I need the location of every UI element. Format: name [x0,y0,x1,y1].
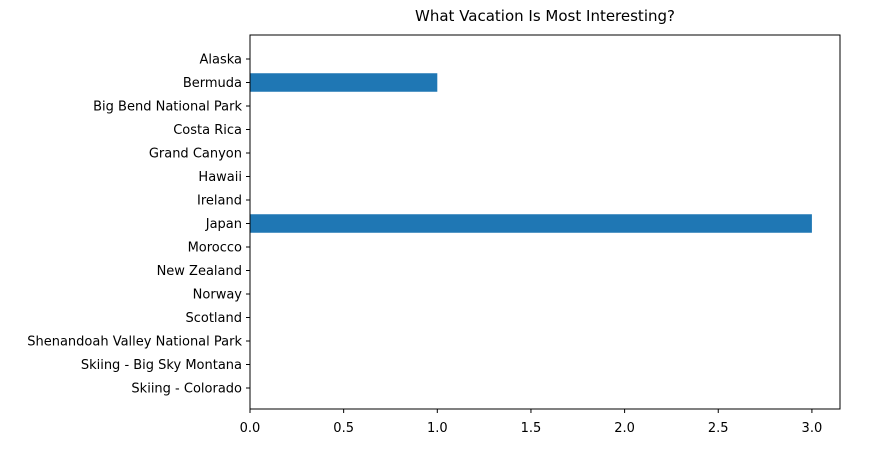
y-tick-label: Japan [205,217,242,232]
y-tick-label: Grand Canyon [149,147,242,162]
x-tick-label: 3.0 [802,421,823,436]
y-tick-label: Shenandoah Valley National Park [27,335,242,350]
bars-group [250,73,812,233]
y-tick-label: Ireland [197,194,242,209]
y-tick-label: Hawaii [198,170,242,185]
y-axis: Alaska Bermuda Big Bend National Park Costa… [27,53,250,397]
x-axis: 0.0 0.5 1.0 1.5 2.0 2.5 3.0 [240,409,823,436]
y-tick-label: Scotland [185,311,242,326]
y-tick-label: Morocco [188,241,242,256]
plot-frame [249,34,841,410]
y-tick-label: Alaska [199,53,242,68]
y-tick-label: Skiing - Big Sky Montana [81,358,242,373]
y-tick-label: New Zealand [157,264,242,279]
x-tick-label: 0.0 [240,421,261,436]
x-tick-label: 1.5 [521,421,542,436]
y-tick-label: Norway [193,288,243,303]
bar [250,214,812,233]
y-tick-label: Big Bend National Park [93,100,242,115]
x-tick-label: 2.5 [708,421,729,436]
chart-title: What Vacation Is Most Interesting? [415,7,675,25]
bar [250,73,438,92]
y-tick-label: Bermuda [183,76,242,91]
y-tick-label: Costa Rica [173,123,242,138]
x-tick-label: 2.0 [614,421,635,436]
y-tick-label: Skiing - Colorado [131,382,242,397]
x-tick-label: 0.5 [333,421,354,436]
x-tick-label: 1.0 [427,421,448,436]
